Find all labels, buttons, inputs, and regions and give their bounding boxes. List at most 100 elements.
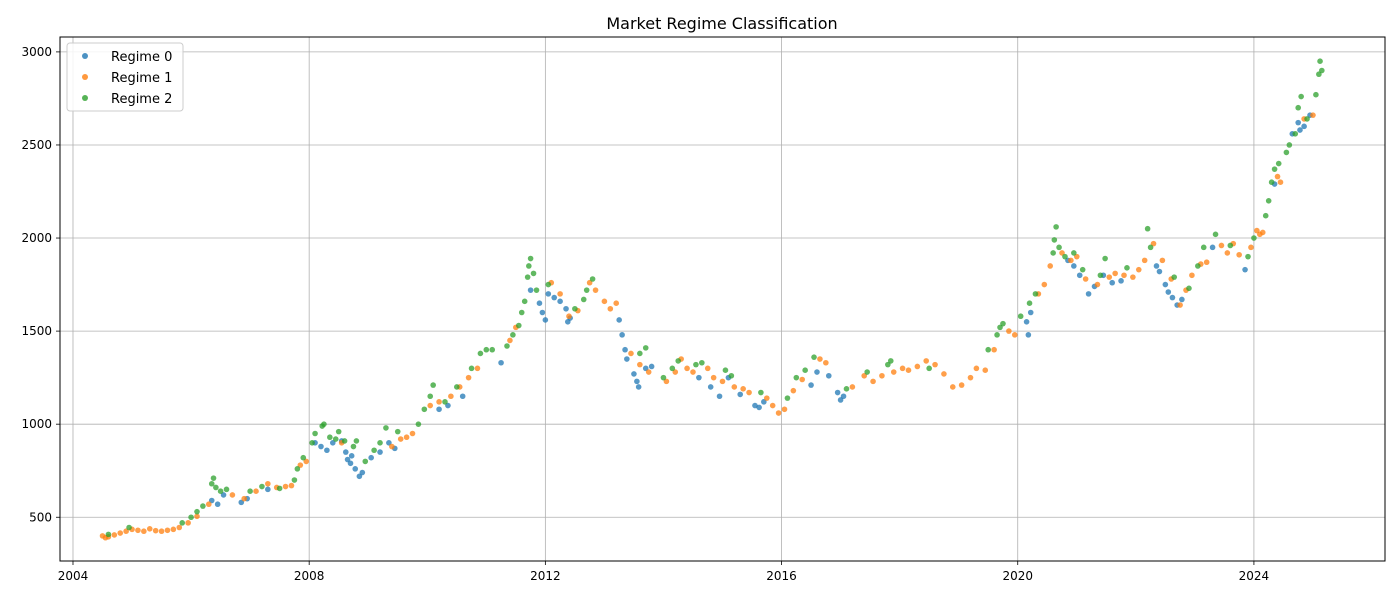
regime-0-point xyxy=(1242,266,1248,273)
regime-2-point xyxy=(675,358,682,364)
regime-1-point xyxy=(982,367,989,374)
regime-2-point xyxy=(589,276,596,282)
regime-2-point xyxy=(1251,235,1257,241)
regime-1-point xyxy=(592,287,599,293)
regime-0-point xyxy=(631,371,637,377)
regime-1-point xyxy=(799,376,806,383)
regime-1-point xyxy=(185,520,191,526)
regime-2-point xyxy=(1144,225,1151,232)
regime-1-point xyxy=(932,361,938,368)
regime-0-point xyxy=(1071,263,1077,269)
regime-2-point xyxy=(985,346,992,353)
regime-1-point xyxy=(870,378,876,385)
regime-1-point xyxy=(403,434,410,441)
regime-0-point xyxy=(557,298,563,305)
regime-2-point xyxy=(1050,250,1056,256)
regime-1-point xyxy=(949,384,956,390)
regime-1-point xyxy=(790,387,797,394)
regime-2-point xyxy=(1062,253,1068,260)
regime-2-point xyxy=(188,514,194,521)
regime-2-point xyxy=(580,296,587,303)
data-points xyxy=(99,58,1325,541)
regime-1-point xyxy=(566,313,572,320)
regime-1-point xyxy=(1082,276,1089,282)
regime-2-point xyxy=(208,480,215,487)
regime-2-point xyxy=(217,488,224,494)
regime-1-point xyxy=(1203,259,1210,266)
regime-1-point xyxy=(1248,244,1254,251)
regime-2-point xyxy=(802,367,808,374)
regime-2-point xyxy=(1102,255,1108,262)
regime-0-point xyxy=(1027,309,1034,316)
regime-2-point xyxy=(362,458,369,465)
regime-2-point xyxy=(126,524,132,531)
regime-1-point xyxy=(288,482,295,489)
regime-2-point xyxy=(583,287,590,293)
regime-1-point xyxy=(704,365,711,372)
legend-box xyxy=(66,42,184,112)
regime-2-point xyxy=(383,425,389,431)
regime-2-point xyxy=(294,466,301,472)
regime-1-point xyxy=(146,525,153,532)
regime-2-point xyxy=(1195,263,1201,269)
regime-2-point xyxy=(1313,91,1319,98)
regime-0-point xyxy=(1025,332,1032,338)
regime-2-point xyxy=(341,438,348,444)
regime-2-point xyxy=(1227,242,1234,249)
axis-ticks: 2004 2008 2012 2016 2020 2024 500 1000 1500 2000 2… xyxy=(21,45,1269,583)
regime-2-point xyxy=(530,270,537,277)
regime-1-point xyxy=(265,480,271,487)
regime-2-point xyxy=(1000,320,1006,327)
y-tick-label: 1500 xyxy=(21,324,52,338)
regime-0-point xyxy=(536,300,543,306)
regime-1-point xyxy=(1121,272,1127,279)
regime-2-point xyxy=(327,434,333,441)
legend-marker xyxy=(82,74,88,80)
regime-2-point xyxy=(194,508,200,515)
regime-1-point xyxy=(389,443,395,450)
regime-2-point xyxy=(1017,313,1024,320)
regime-1-point xyxy=(637,361,643,368)
regime-0-point xyxy=(834,389,841,396)
x-tick-label: 2016 xyxy=(766,569,797,583)
regime-1-point xyxy=(879,372,885,379)
regime-2-point xyxy=(526,263,532,269)
regime-0-point xyxy=(342,449,349,455)
regime-1-point xyxy=(557,291,563,297)
regime-0-point xyxy=(265,486,271,493)
regime-2-point xyxy=(415,421,422,427)
regime-0-point xyxy=(527,287,534,293)
regime-2-point xyxy=(504,343,510,349)
regime-0-point xyxy=(1085,291,1092,297)
regime-2-point xyxy=(1265,198,1272,204)
regime-0-point xyxy=(545,291,552,297)
regime-1-point xyxy=(740,386,746,392)
regime-0-point xyxy=(1109,279,1116,286)
regime-2-point xyxy=(453,384,460,390)
x-tick-label: 2012 xyxy=(530,569,561,583)
legend-marker xyxy=(82,53,88,59)
regime-1-point xyxy=(973,365,980,372)
regime-2-point xyxy=(728,372,735,379)
regime-2-point xyxy=(1071,250,1077,256)
regime-1-point xyxy=(763,395,770,401)
regime-2-point xyxy=(1317,58,1323,64)
regime-1-point xyxy=(1236,251,1242,258)
regime-1-point xyxy=(781,406,788,413)
regime-0-point xyxy=(563,305,569,312)
legend-label: Regime 1 xyxy=(111,71,172,86)
regime-0-point xyxy=(756,404,762,411)
regime-0-point xyxy=(1301,123,1307,130)
regime-1-point xyxy=(282,483,289,490)
regime-1-point xyxy=(141,528,147,535)
regime-1-point xyxy=(135,527,141,534)
regime-0-point xyxy=(634,378,640,385)
regime-2-point xyxy=(521,298,528,305)
regime-2-point xyxy=(510,332,516,338)
legend-marker xyxy=(82,95,88,101)
grid-lines xyxy=(60,37,1385,561)
regime-0-point xyxy=(1153,263,1160,269)
regime-1-point xyxy=(1047,263,1054,269)
x-tick-label: 2024 xyxy=(1239,569,1270,583)
